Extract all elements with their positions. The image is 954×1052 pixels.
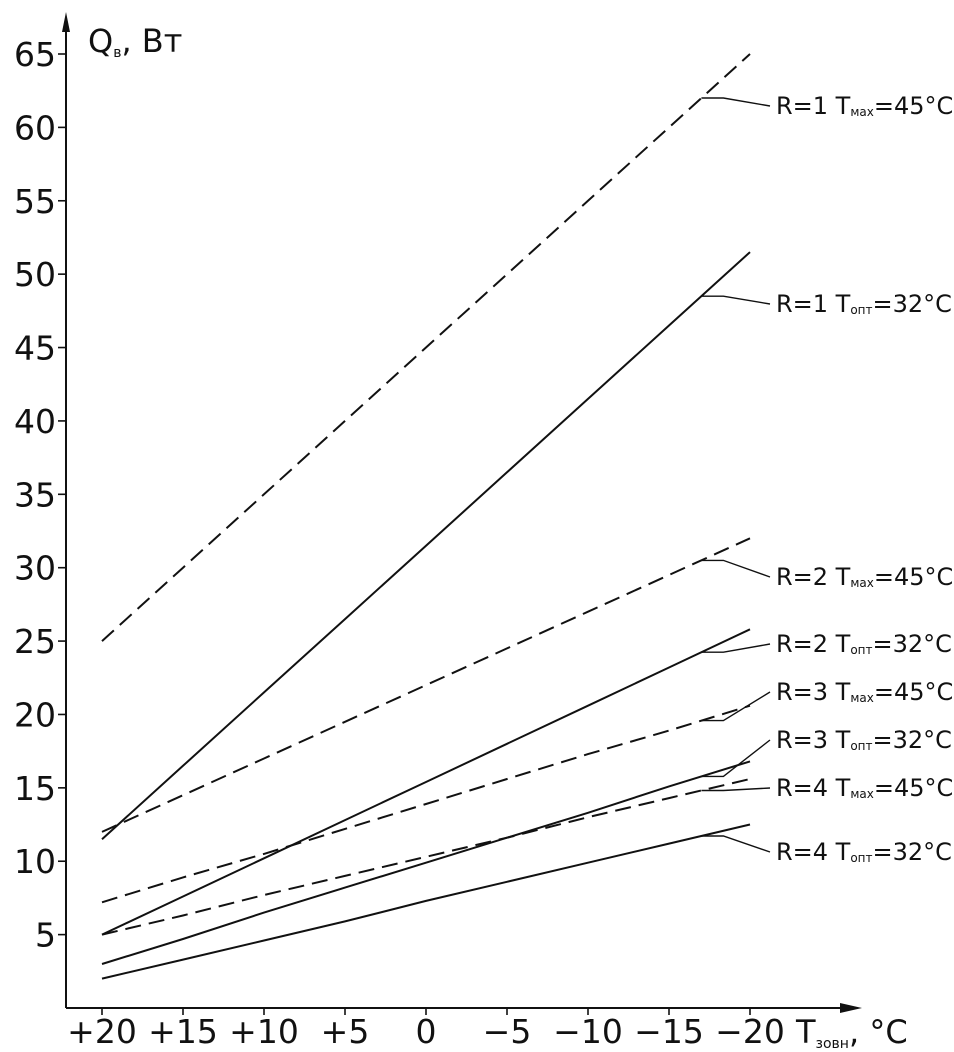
series-leader-line <box>701 691 771 722</box>
x-tick-label: 0 <box>416 1012 437 1051</box>
x-tick-label: +10 <box>229 1012 299 1051</box>
series-line-8 <box>101 823 751 980</box>
x-axis-arrowhead <box>840 1003 862 1013</box>
x-axis-label: Tзовн, °C <box>795 1013 908 1052</box>
y-tick-label: 55 <box>14 182 56 221</box>
y-tick-label: 25 <box>14 622 56 661</box>
series-leader-line <box>701 295 771 305</box>
y-tick-label: 50 <box>14 255 56 294</box>
y-tick-label: 65 <box>14 35 56 74</box>
series-leader-line <box>701 835 771 853</box>
series-label: R=4 Tопт=32°C <box>776 838 952 866</box>
series-label: R=2 Tопт=32°C <box>776 630 952 658</box>
series-label: R=1 Tопт=32°C <box>776 290 952 318</box>
series-leader-line <box>701 739 771 778</box>
series-line-1 <box>101 53 751 642</box>
series-leader-line <box>701 787 771 792</box>
axes <box>62 12 862 1013</box>
x-tick-label: −5 <box>483 1012 532 1051</box>
x-tick-label: +20 <box>67 1012 137 1051</box>
x-tick-label: −20 <box>715 1012 785 1051</box>
series-line-4 <box>101 628 751 936</box>
y-tick-label: 60 <box>14 108 56 147</box>
series-lines <box>101 53 751 980</box>
y-tick-label: 45 <box>14 329 56 368</box>
x-tick-label: −10 <box>553 1012 623 1051</box>
y-tick-label: 10 <box>14 842 56 881</box>
y-axis-arrowhead <box>62 12 70 32</box>
series-line-7 <box>101 778 751 936</box>
y-axis-ticks: 5 10 15 20 25 30 35 40 45 50 55 60 65 <box>14 35 66 955</box>
series-leader-line <box>701 97 771 107</box>
series-line-3 <box>101 537 751 833</box>
series-leader-line <box>701 643 771 653</box>
y-axis-label: Qв, Вт <box>88 22 182 61</box>
y-tick-label: 15 <box>14 769 56 808</box>
x-tick-label: −15 <box>634 1012 704 1051</box>
y-tick-label: 5 <box>35 916 56 955</box>
y-tick-label: 35 <box>14 475 56 514</box>
series-line-5 <box>101 704 751 904</box>
x-axis-ticks: +20 +15 +10 +5 0 −5 −10 −15 −20 <box>67 1008 785 1051</box>
series-label: R=3 Tопт=32°C <box>776 726 952 754</box>
series-label: R=4 Tмах=45°C <box>776 774 953 802</box>
x-tick-label: +5 <box>321 1012 370 1051</box>
series-label: R=3 Tмах=45°C <box>776 678 953 706</box>
x-tick-label: +15 <box>148 1012 218 1051</box>
y-tick-label: 40 <box>14 402 56 441</box>
series-line-6 <box>101 760 751 965</box>
series-label: R=2 Tмах=45°C <box>776 563 953 591</box>
series-line-2 <box>101 251 751 840</box>
y-tick-label: 30 <box>14 549 56 588</box>
series-label: R=1 Tмах=45°C <box>776 92 953 120</box>
series-leader-line <box>701 559 771 578</box>
y-tick-label: 20 <box>14 695 56 734</box>
series-labels: R=1 Tмах=45°C R=1 Tопт=32°C R=2 Tмах=45°C R… <box>701 92 953 866</box>
